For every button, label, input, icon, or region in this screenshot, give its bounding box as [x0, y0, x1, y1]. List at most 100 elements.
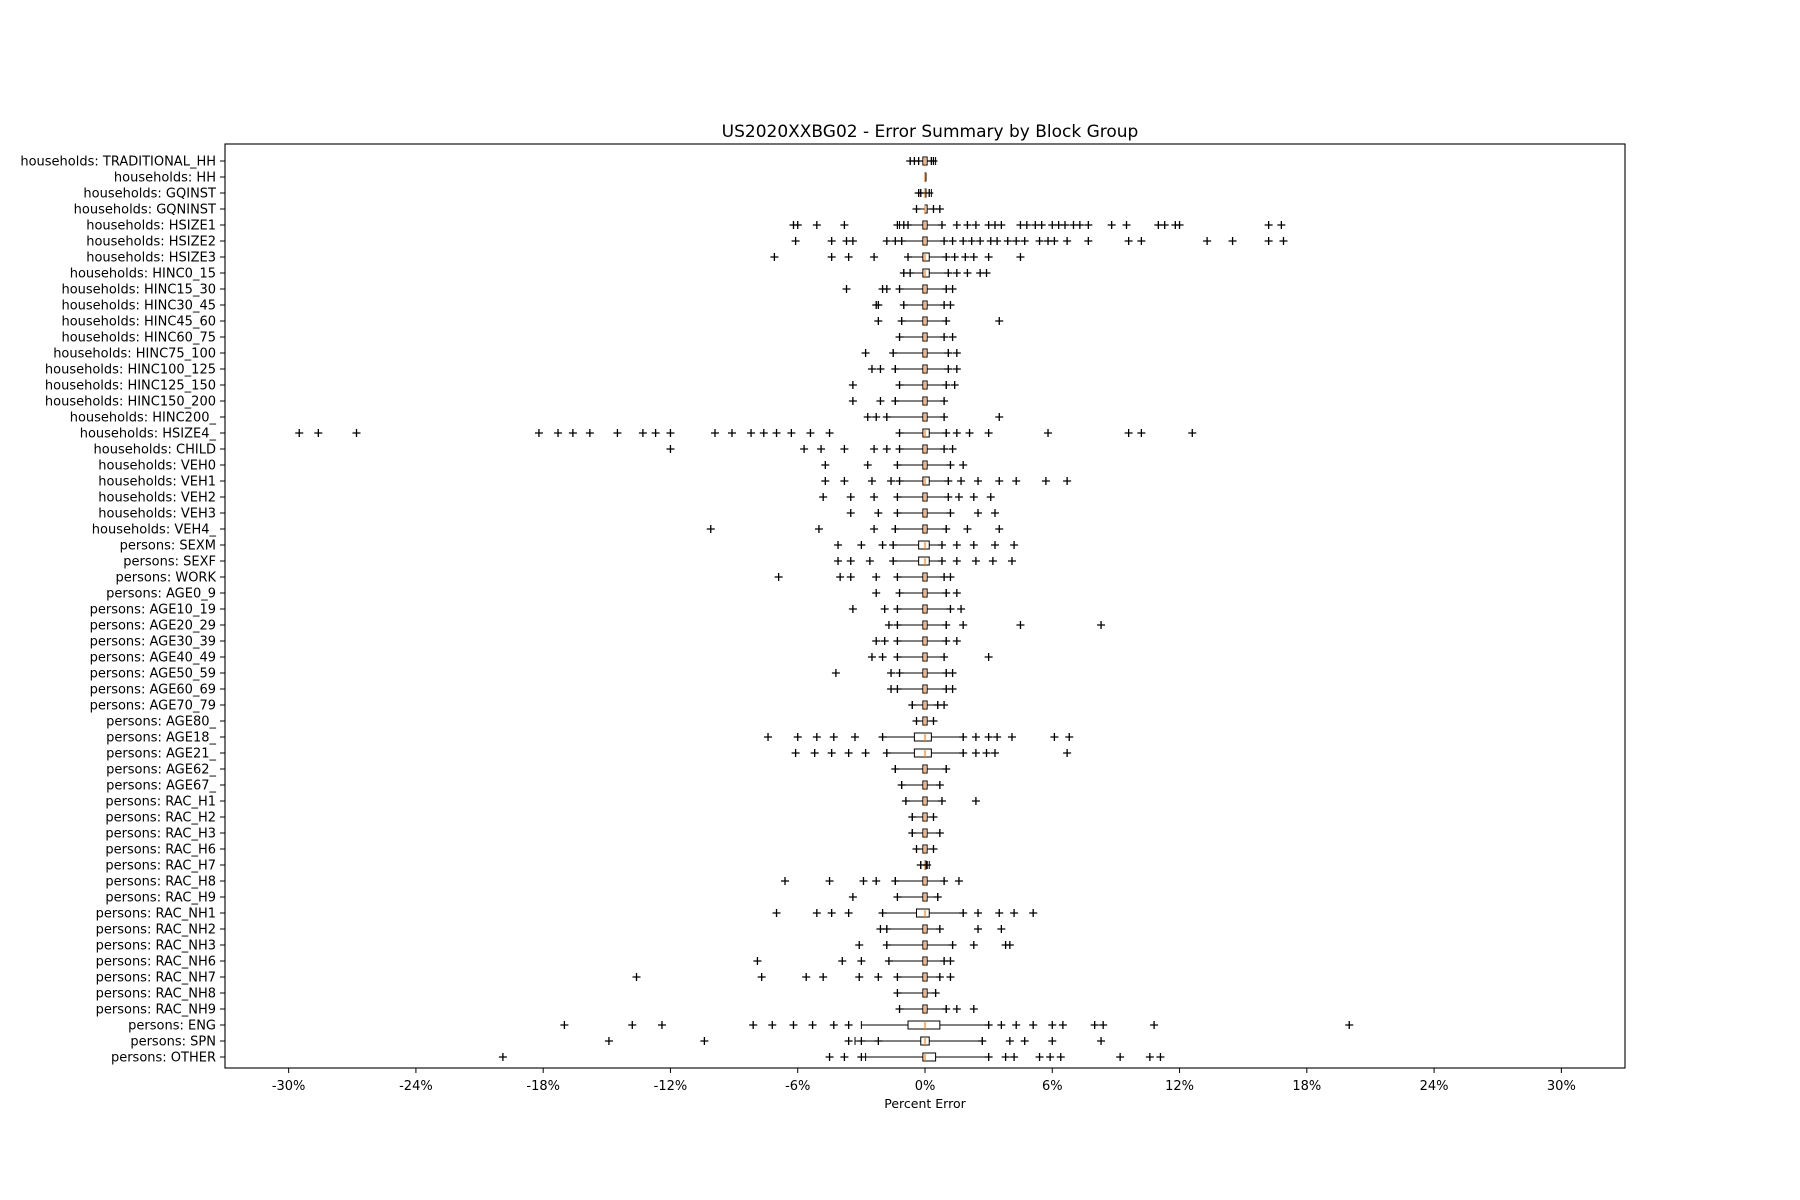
- flier-point: [657, 1021, 666, 1029]
- flier-point: [821, 477, 830, 485]
- flier-point: [1063, 749, 1072, 757]
- flier-point: [963, 221, 972, 229]
- flier-point: [933, 893, 942, 901]
- flier-point: [874, 317, 883, 325]
- flier-point: [929, 717, 938, 725]
- flier-point: [946, 957, 955, 965]
- flier-point: [848, 605, 857, 613]
- flier-point: [1188, 429, 1197, 437]
- flier-point: [948, 941, 957, 949]
- box-row: [834, 540, 1019, 550]
- flier-point: [946, 573, 955, 581]
- flier-point: [929, 157, 938, 165]
- category-label: persons: RAC_NH2: [96, 923, 216, 938]
- flier-point: [848, 893, 857, 901]
- flier-point: [314, 429, 323, 437]
- box-row: [887, 684, 957, 694]
- flier-point: [937, 221, 946, 229]
- flier-point: [851, 733, 859, 741]
- box-row: [891, 764, 951, 774]
- flier-point: [959, 749, 968, 757]
- flier-point: [651, 429, 660, 437]
- flier-point: [1010, 541, 1019, 549]
- flier-point: [899, 301, 908, 309]
- flier-point: [706, 525, 715, 533]
- flier-point: [827, 909, 836, 917]
- flier-point: [727, 429, 736, 437]
- flier-point: [882, 925, 891, 933]
- category-label: persons: RAC_H8: [105, 875, 216, 890]
- box-row: [846, 508, 999, 518]
- flier-point: [995, 317, 1004, 325]
- flier-point: [870, 493, 879, 501]
- flier-point: [806, 429, 815, 437]
- flier-point: [861, 349, 870, 357]
- flier-point: [893, 637, 902, 645]
- flier-point: [1160, 221, 1169, 229]
- flier-point: [1048, 1021, 1057, 1029]
- flier-point: [1279, 237, 1288, 245]
- flier-point: [959, 237, 968, 245]
- flier-point: [872, 589, 881, 597]
- category-label: persons: AGE40_49: [90, 651, 216, 666]
- flier-point: [948, 285, 957, 293]
- category-label: persons: AGE18_: [106, 731, 216, 746]
- category-label: persons: SPN: [130, 1035, 216, 1050]
- category-label: persons: SEXF: [123, 555, 216, 570]
- flier-point: [912, 205, 921, 213]
- category-label: persons: AGE70_79: [90, 699, 216, 714]
- flier-point: [789, 1021, 798, 1029]
- flier-point: [1175, 221, 1184, 229]
- box-series-group: [295, 156, 1354, 1062]
- flier-point: [863, 461, 872, 469]
- flier-point: [757, 973, 766, 981]
- iqr-box: [922, 268, 930, 278]
- flier-point: [967, 237, 976, 245]
- flier-point: [940, 701, 949, 709]
- flier-point: [747, 429, 756, 437]
- flier-point: [876, 365, 885, 373]
- flier-point: [916, 189, 925, 197]
- flier-point: [946, 973, 955, 981]
- category-label: persons: AGE67_: [106, 779, 216, 794]
- box-row: [706, 524, 1004, 534]
- box-row: [872, 300, 955, 310]
- flier-point: [942, 637, 951, 645]
- flier-point: [946, 461, 955, 469]
- flier-point: [993, 237, 1002, 245]
- flier-point: [1007, 733, 1016, 741]
- flier-point: [1345, 1021, 1354, 1029]
- flier-point: [959, 909, 968, 917]
- box-row: [560, 1020, 1354, 1030]
- category-label: persons: RAC_H3: [105, 827, 216, 842]
- box-row: [867, 364, 961, 374]
- flier-point: [965, 429, 974, 437]
- category-label: households: HINC150_200: [45, 395, 216, 410]
- flier-point: [995, 477, 1004, 485]
- flier-point: [1075, 221, 1084, 229]
- flier-point: [855, 941, 864, 949]
- flier-point: [793, 221, 802, 229]
- flier-point: [942, 765, 951, 773]
- category-label: households: GQNINST: [74, 203, 216, 218]
- box-row: [872, 636, 961, 646]
- flier-point: [859, 877, 868, 885]
- flier-point: [893, 685, 902, 693]
- flier-point: [1048, 1037, 1057, 1045]
- flier-point: [942, 253, 951, 261]
- flier-point: [1046, 1053, 1055, 1061]
- flier-point: [944, 349, 953, 357]
- category-label: persons: AGE21_: [106, 747, 216, 762]
- flier-point: [628, 1021, 637, 1029]
- flier-point: [827, 237, 836, 245]
- flier-point: [904, 253, 913, 261]
- flier-point: [935, 829, 944, 837]
- flier-point: [1050, 733, 1059, 741]
- flier-point: [568, 429, 577, 437]
- x-tick-label: 12%: [1165, 1079, 1194, 1094]
- flier-point: [352, 429, 361, 437]
- flier-point: [1099, 1021, 1108, 1029]
- box-row: [906, 156, 938, 166]
- box-row: [901, 796, 980, 806]
